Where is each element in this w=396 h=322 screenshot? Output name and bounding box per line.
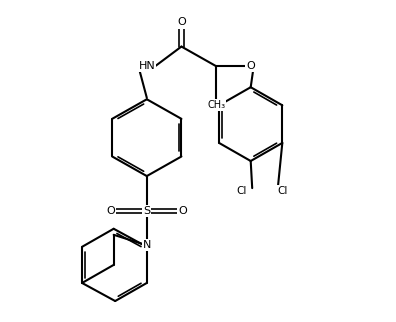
Text: Cl: Cl (236, 186, 247, 196)
Text: CH₃: CH₃ (207, 100, 225, 110)
Text: N: N (143, 240, 151, 250)
Text: S: S (143, 206, 150, 216)
Text: Cl: Cl (277, 186, 287, 196)
Text: O: O (246, 61, 255, 71)
Text: HN: HN (139, 61, 155, 71)
Text: O: O (106, 206, 115, 216)
Text: O: O (177, 17, 186, 27)
Text: O: O (179, 206, 187, 216)
